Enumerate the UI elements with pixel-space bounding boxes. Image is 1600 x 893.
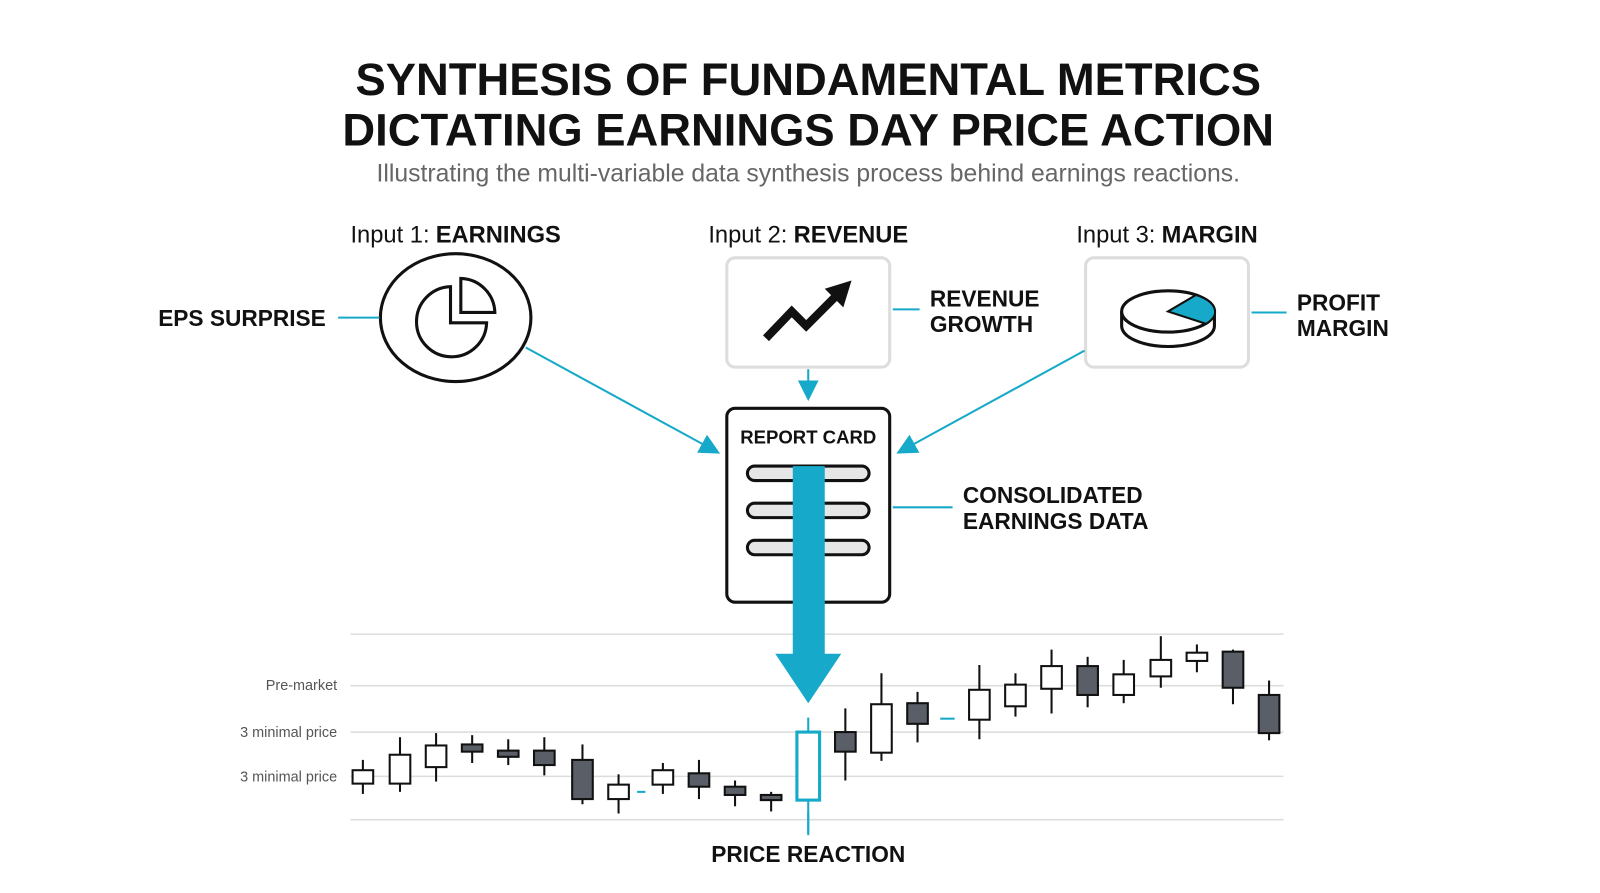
candle-body <box>571 758 594 801</box>
candle-body <box>351 769 375 785</box>
candle-body <box>1112 673 1136 696</box>
input-heading: Input 2: REVENUE <box>708 222 908 248</box>
input-heading: Input 1: EARNINGS <box>350 222 560 248</box>
input-label: EPS SURPRISE <box>158 305 326 331</box>
candle-body <box>795 730 822 802</box>
input-name: MARGIN <box>1162 222 1258 248</box>
candle-body <box>834 731 857 753</box>
caption: PRICE REACTION <box>711 841 905 867</box>
subtitle: Illustrating the multi-variable data syn… <box>377 161 1240 188</box>
candle-body <box>870 703 893 754</box>
candle-body <box>968 688 991 721</box>
candle-body <box>424 744 448 769</box>
candle-body <box>1076 665 1099 696</box>
input-name: REVENUE <box>794 222 909 248</box>
candle-body <box>1149 658 1173 678</box>
input-label: PROFIT <box>1297 289 1380 315</box>
report-title: REPORT CARD <box>740 426 876 447</box>
row-label: Pre-market <box>266 678 337 694</box>
big-arrow <box>775 466 842 704</box>
candle-body <box>1040 665 1063 690</box>
candle-body <box>651 769 675 786</box>
input-label: GROWTH <box>930 311 1033 337</box>
candle-body <box>723 785 747 796</box>
candle-body <box>1221 650 1245 689</box>
candle-body <box>388 753 412 785</box>
input-heading: Input 3: MARGIN <box>1076 222 1257 248</box>
title: SYNTHESIS OF FUNDAMENTAL METRICS <box>355 54 1261 105</box>
report-label: CONSOLIDATED <box>963 482 1143 508</box>
flow-arrow <box>525 346 721 454</box>
row-label: 3 minimal price <box>240 725 337 741</box>
title: DICTATING EARNINGS DAY PRICE ACTION <box>342 104 1274 155</box>
input-label: MARGIN <box>1297 315 1389 341</box>
candle-body <box>1185 651 1209 662</box>
candle-body <box>496 749 520 758</box>
candle-body <box>1257 693 1281 735</box>
input-prefix: Input 3: <box>1076 222 1155 248</box>
candle-body <box>607 783 630 801</box>
candle-body <box>1004 683 1027 708</box>
input-prefix: Input 2: <box>708 222 787 248</box>
candle-body <box>906 702 929 725</box>
input-label: REVENUE <box>930 285 1040 311</box>
row-label: 3 minimal price <box>240 770 337 786</box>
input-name: EARNINGS <box>436 222 561 248</box>
flow-arrow <box>896 349 1086 454</box>
revenue-icon <box>725 256 892 369</box>
candle-body <box>460 743 484 753</box>
candle-body <box>687 772 711 788</box>
candle-body <box>532 749 556 767</box>
candle-body <box>759 793 783 802</box>
report-label: EARNINGS DATA <box>963 508 1149 534</box>
input-prefix: Input 1: <box>350 222 429 248</box>
margin-icon <box>1084 256 1250 369</box>
earnings-icon <box>378 252 533 384</box>
